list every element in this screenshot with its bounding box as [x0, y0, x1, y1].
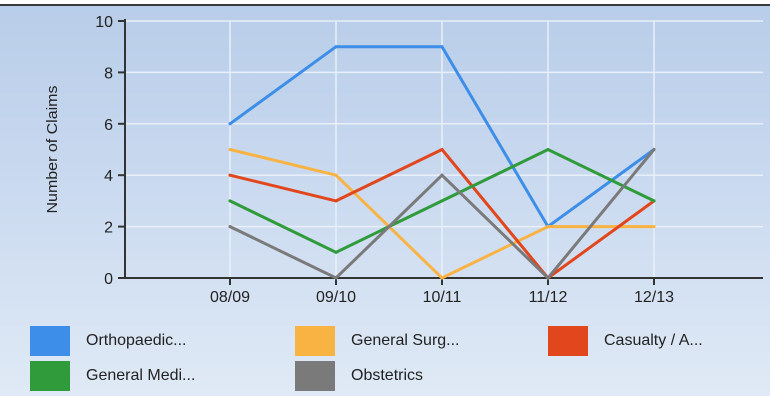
data-point-3-4: [652, 199, 656, 203]
data-point-2-1: [334, 199, 338, 203]
grid-layer: [125, 20, 763, 278]
data-point-3-1: [334, 250, 338, 254]
x-tick-label-2: 10/11: [423, 289, 462, 306]
data-point-2-0: [228, 173, 232, 177]
data-point-1-3: [546, 225, 550, 229]
data-point-4-4: [652, 148, 656, 151]
legend-item-obstetrics[interactable]: Obstetrics: [295, 361, 423, 391]
data-point-0-1: [334, 45, 338, 49]
data-point-0-0: [228, 122, 232, 126]
legend-label-obstetrics: Obstetrics: [351, 367, 424, 384]
x-tick-label-0: 08/09: [210, 289, 250, 306]
y-tick-label-2: 2: [104, 220, 113, 237]
legend-swatch-general-surg: [295, 326, 335, 356]
data-point-0-2: [440, 45, 444, 49]
data-point-4-1: [334, 276, 338, 280]
legend-label-general-surg: General Surg...: [351, 332, 460, 349]
legend-swatch-general-medi: [30, 361, 70, 391]
legend-item-general-medi[interactable]: General Medi...: [30, 361, 195, 391]
y-axis-title: Number of Claims: [44, 86, 61, 214]
legend-item-orthopaedic[interactable]: Orthopaedic...: [30, 326, 187, 356]
data-point-3-0: [228, 199, 232, 203]
data-point-1-0: [228, 148, 232, 151]
y-tick-label-4: 4: [104, 168, 113, 185]
axis-layer: [118, 19, 763, 285]
data-point-1-1: [334, 173, 338, 177]
legend-swatch-casualty: [548, 326, 588, 356]
legend-label-casualty: Casualty / A...: [604, 332, 703, 349]
data-point-4-3: [546, 276, 550, 280]
data-point-1-4: [652, 225, 656, 229]
legend-item-general-surg[interactable]: General Surg...: [295, 326, 460, 356]
y-tick-label-0: 0: [104, 271, 113, 288]
legend-label-general-medi: General Medi...: [86, 367, 196, 384]
legend-item-casualty[interactable]: Casualty / A...: [548, 326, 703, 356]
y-tick-label-6: 6: [104, 117, 113, 134]
x-tick-label-4: 12/13: [634, 289, 674, 306]
data-point-2-2: [440, 148, 444, 151]
data-point-4-0: [228, 225, 232, 229]
legend-label-orthopaedic: Orthopaedic...: [86, 332, 187, 349]
x-tick-label-3: 11/12: [529, 289, 568, 306]
data-point-1-2: [440, 276, 444, 280]
x-tick-label-1: 09/10: [316, 289, 356, 306]
y-tick-label-8: 8: [104, 65, 113, 82]
data-point-3-3: [546, 148, 550, 151]
top-border-line: [0, 4, 770, 6]
legend: Orthopaedic... General Surg... Casualty …: [30, 326, 760, 391]
label-layer: 0 2 4 6 8 10 08/09 09/10 10/11 11/12 12/13 Number o…: [44, 14, 674, 306]
data-point-4-2: [440, 173, 444, 177]
series-layer: [228, 45, 656, 281]
top-margin: [0, 0, 770, 4]
data-point-3-2: [440, 199, 444, 203]
legend-swatch-orthopaedic: [30, 326, 70, 356]
y-tick-label-10: 10: [95, 14, 113, 31]
legend-swatch-obstetrics: [295, 361, 335, 391]
